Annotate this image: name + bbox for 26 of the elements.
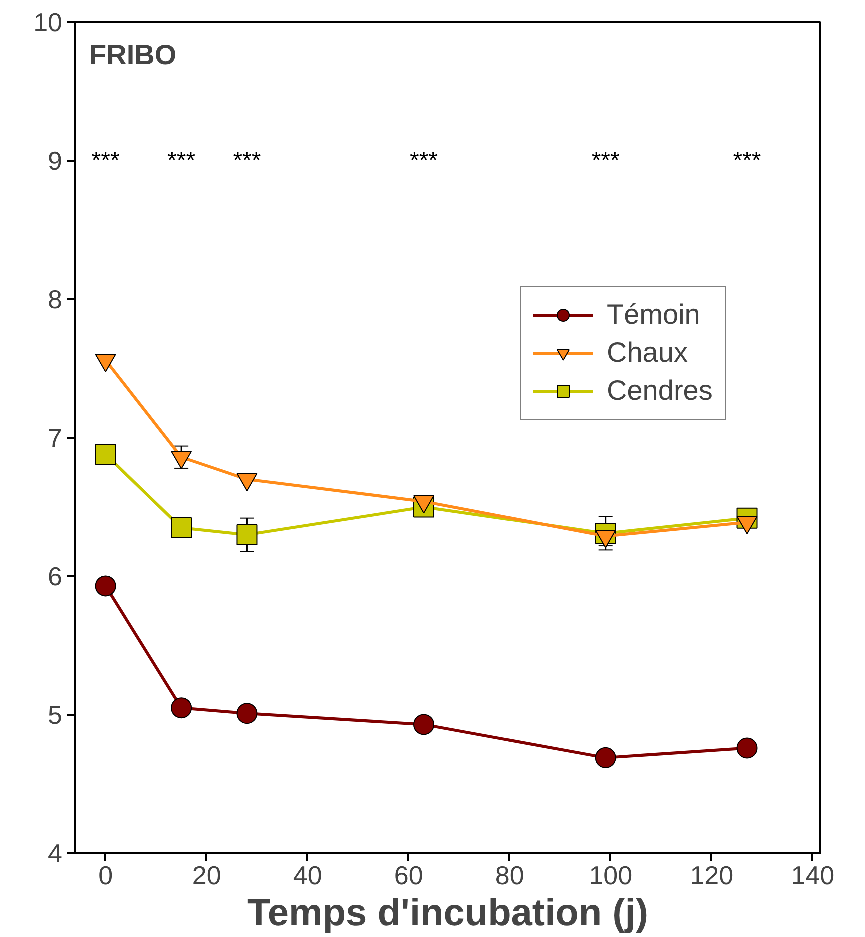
x-tick-label: 100 (589, 860, 633, 890)
x-tick-label: 20 (192, 860, 222, 890)
annotation: *** (92, 148, 120, 174)
y-tick-label: 10 (34, 8, 62, 38)
x-axis-title: Temps d'incubation (j) (248, 892, 649, 934)
annotation: *** (733, 148, 762, 174)
y-tick-label: 7 (48, 423, 63, 453)
annotation: *** (410, 148, 438, 174)
annotation: *** (168, 148, 196, 174)
annotation: *** (592, 148, 620, 174)
x-tick-label: 0 (98, 860, 114, 890)
x-tick-label: 40 (293, 860, 322, 890)
annotation: *** (233, 148, 262, 174)
legend-label: Cendres (607, 375, 713, 407)
y-tick-label: 6 (48, 562, 63, 592)
x-tick-label: 80 (495, 860, 524, 890)
annotation: FRIBO (90, 40, 177, 70)
x-tick-label: 60 (394, 860, 424, 890)
legend-label: Témoin (607, 299, 700, 331)
x-tick-label: 120 (690, 860, 734, 890)
y-tick-label: 8 (48, 284, 63, 314)
y-tick-label: 5 (48, 700, 63, 730)
y-tick-label: 9 (48, 146, 63, 176)
legend-label: Chaux (607, 337, 688, 369)
x-tick-label: 140 (791, 860, 835, 890)
y-tick-label: 4 (48, 838, 63, 868)
